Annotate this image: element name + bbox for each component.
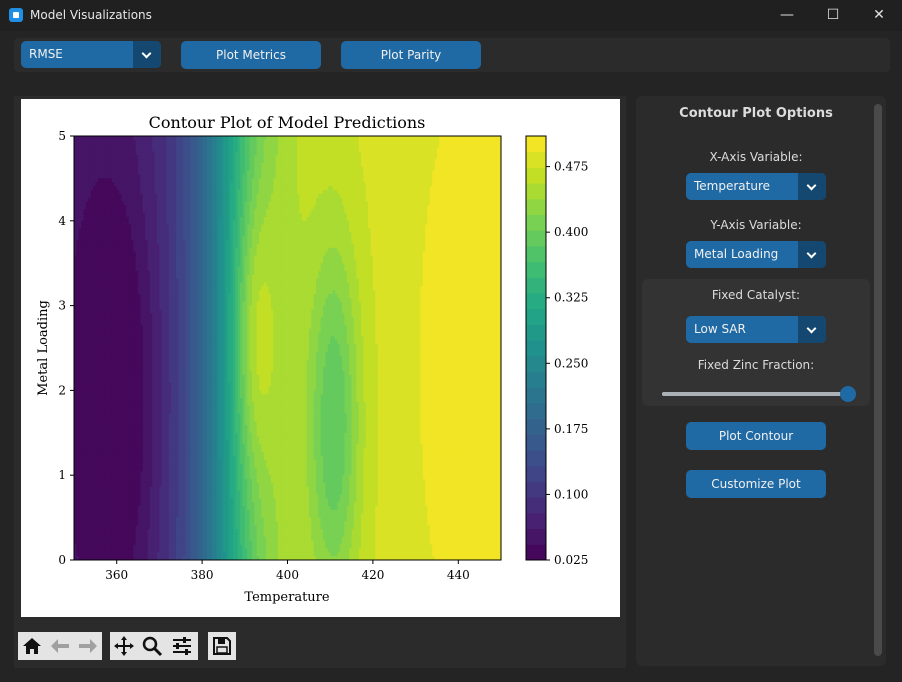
title-bar: Model Visualizations — ☐ ✕: [0, 0, 902, 31]
window-title: Model Visualizations: [30, 8, 152, 22]
plot-parity-button[interactable]: Plot Parity: [341, 41, 481, 69]
maximize-button[interactable]: ☐: [810, 0, 856, 31]
top-toolbar: RMSE Plot Metrics Plot Parity: [14, 38, 890, 72]
metric-dropdown[interactable]: RMSE: [21, 41, 161, 68]
metric-dropdown-value: RMSE: [29, 41, 63, 68]
contour-chart: Contour Plot of Model Predictions 360 380…: [21, 99, 620, 617]
minimize-button[interactable]: —: [764, 0, 810, 31]
plot-frame: Contour Plot of Model Predictions 360 380…: [14, 96, 626, 668]
chevron-down-icon[interactable]: [133, 41, 161, 68]
close-button[interactable]: ✕: [856, 0, 902, 31]
app-icon: [9, 8, 23, 22]
chart-title: Contour Plot of Model Predictions: [149, 113, 426, 132]
contour-plot-area: [74, 136, 502, 561]
figure-canvas[interactable]: Contour Plot of Model Predictions 360 380…: [21, 99, 620, 617]
plot-metrics-button[interactable]: Plot Metrics: [181, 41, 321, 69]
